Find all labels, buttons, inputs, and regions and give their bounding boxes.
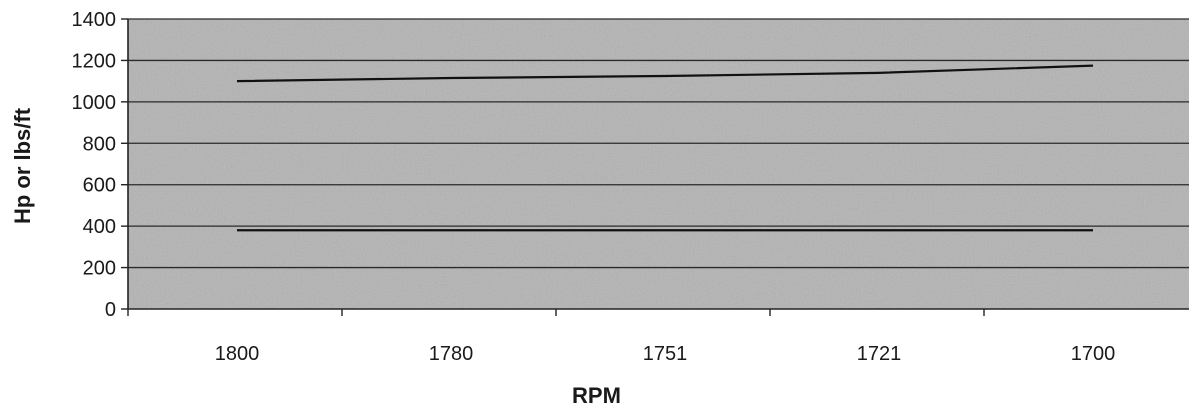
- x-tick-label: 1700: [1071, 343, 1116, 365]
- gridlines: [128, 18, 1189, 269]
- y-axis-ticks: 0 200 400 600 800 1000 1200 1400: [72, 9, 128, 321]
- x-axis-title: RPM: [572, 383, 621, 408]
- x-axis-ticks: 1800 1780 1751 1721 1700: [127, 309, 1116, 365]
- y-tick-label: 800: [83, 133, 116, 155]
- y-tick-label: 1000: [72, 92, 117, 114]
- y-tick-label: 1400: [72, 9, 117, 31]
- x-tick-label: 1721: [857, 343, 902, 365]
- x-tick-label: 1800: [215, 343, 260, 365]
- y-tick-label: 400: [83, 216, 116, 238]
- y-tick-label: 200: [83, 258, 116, 280]
- series-lines: [236, 64, 1094, 232]
- axes: [127, 19, 1189, 310]
- y-axis-title: Hp or lbs/ft: [10, 107, 35, 224]
- y-tick-label: 600: [83, 175, 116, 197]
- y-tick-label: 1200: [72, 50, 117, 72]
- series-line-1: [236, 64, 1094, 83]
- x-tick-label: 1780: [429, 343, 474, 365]
- plot-grain: [128, 19, 1189, 309]
- y-tick-label: 0: [105, 299, 116, 321]
- x-tick-label: 1751: [643, 343, 688, 365]
